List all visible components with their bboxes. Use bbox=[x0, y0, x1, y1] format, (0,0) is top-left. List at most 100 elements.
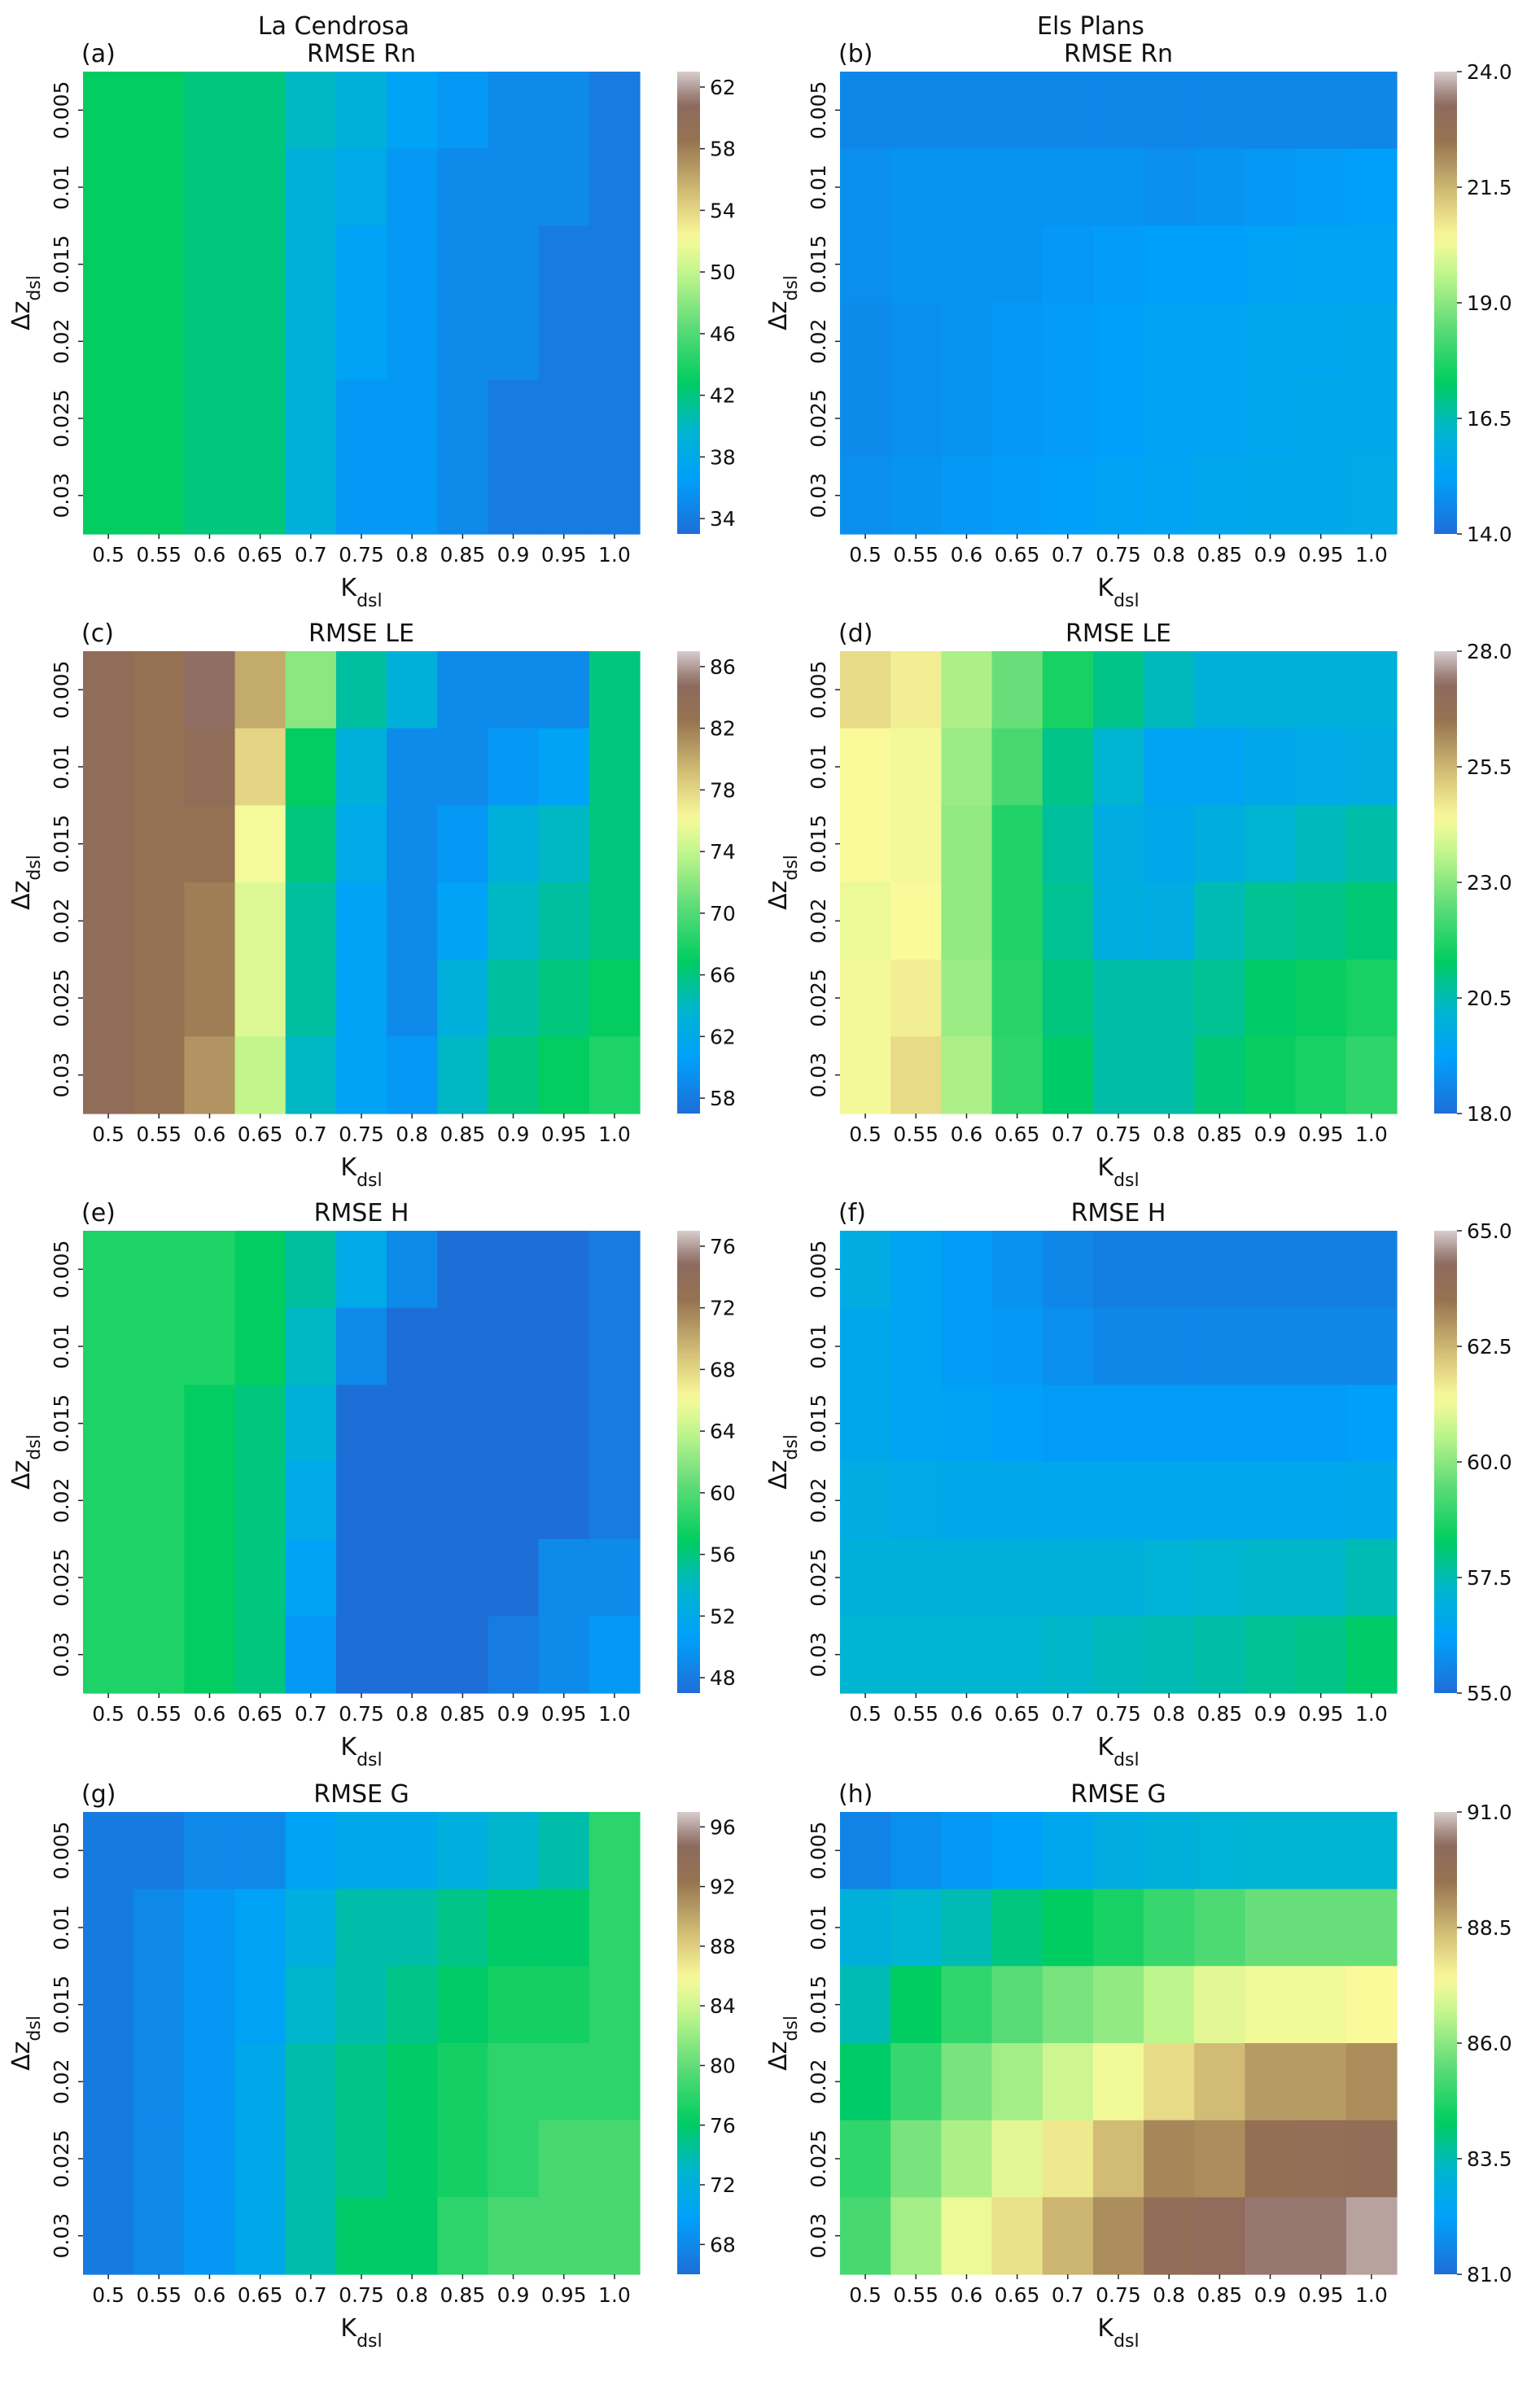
x-tick-label: 0.75 bbox=[1096, 543, 1141, 567]
x-tick-label: 0.6 bbox=[194, 543, 226, 567]
heatmap-cell bbox=[538, 805, 590, 883]
heatmap-cell bbox=[387, 1538, 438, 1617]
heatmap-cell bbox=[133, 2197, 185, 2275]
heatmap-cell bbox=[387, 728, 438, 806]
heatmap-cell bbox=[488, 2120, 540, 2198]
heatmap-cell bbox=[234, 805, 287, 883]
heatmap-cell bbox=[890, 1812, 942, 1890]
heatmap-cell bbox=[335, 1231, 387, 1309]
heatmap-cell bbox=[1144, 1538, 1195, 1617]
x-axis-label: Kdsl bbox=[340, 1733, 382, 1770]
heatmap-cell bbox=[991, 72, 1043, 150]
heatmap-cell bbox=[1245, 1616, 1297, 1694]
heatmap-cell bbox=[335, 882, 387, 961]
y-tick-label: 0.015 bbox=[807, 235, 830, 294]
heatmap-cell bbox=[538, 1888, 590, 1967]
heatmap-cell bbox=[133, 1966, 185, 2044]
heatmap-cell bbox=[538, 1307, 590, 1385]
heatmap-cell bbox=[1295, 303, 1347, 381]
heatmap-cell bbox=[1245, 651, 1297, 729]
heatmap-cell bbox=[840, 1036, 891, 1114]
heatmap-cell bbox=[335, 148, 387, 226]
heatmap-cell bbox=[1295, 225, 1347, 304]
heatmap-cell bbox=[1144, 728, 1195, 806]
y-tick-label: 0.025 bbox=[807, 2129, 830, 2188]
heatmap-cell bbox=[890, 2043, 942, 2121]
heatmap-cell bbox=[437, 1966, 489, 2044]
heatmap-cell bbox=[991, 1231, 1043, 1309]
colorbar-tick-label: 70 bbox=[710, 902, 736, 926]
colorbar-tick-label: 96 bbox=[710, 1815, 736, 1839]
heatmap-cell bbox=[488, 805, 540, 883]
y-tick-label: 0.025 bbox=[50, 2129, 73, 2188]
heatmap-cell bbox=[840, 882, 891, 961]
heatmap-cell bbox=[488, 1812, 540, 1890]
heatmap-cell bbox=[890, 805, 942, 883]
colorbar-tick-label: 72 bbox=[710, 1297, 736, 1320]
heatmap-cell bbox=[234, 379, 287, 457]
y-tick-label: 0.02 bbox=[50, 1477, 73, 1523]
heatmap-cell bbox=[1144, 1812, 1195, 1890]
heatmap-cell bbox=[890, 1966, 942, 2044]
panel-letter: (d) bbox=[838, 619, 873, 648]
heatmap-cell bbox=[488, 1385, 540, 1463]
heatmap-cell bbox=[1194, 1538, 1246, 1617]
x-tick-label: 0.8 bbox=[396, 543, 428, 567]
heatmap-cell bbox=[133, 1888, 185, 1967]
heatmap-cell bbox=[1345, 1036, 1398, 1114]
heatmap-cell bbox=[387, 2120, 438, 2198]
heatmap-cell bbox=[387, 805, 438, 883]
heatmap-cell bbox=[335, 2197, 387, 2275]
y-tick-label: 0.02 bbox=[807, 2059, 830, 2104]
heatmap-cell bbox=[1245, 1462, 1297, 1540]
heatmap-cell bbox=[437, 1385, 489, 1463]
heatmap-cell bbox=[387, 651, 438, 729]
y-tick-label: 0.015 bbox=[50, 1976, 73, 2034]
heatmap-cell bbox=[1144, 1307, 1195, 1385]
heatmap-cell bbox=[840, 303, 891, 381]
heatmap-cell bbox=[890, 1538, 942, 1617]
heatmap-cell bbox=[1144, 379, 1195, 457]
panel-letter: (c) bbox=[81, 619, 114, 648]
heatmap-cell bbox=[941, 1307, 993, 1385]
heatmap-cell bbox=[588, 1385, 641, 1463]
heatmap-cell bbox=[335, 1307, 387, 1385]
heatmap-cell bbox=[1245, 1231, 1297, 1309]
x-tick-label: 0.7 bbox=[295, 1122, 327, 1146]
x-tick-label: 0.9 bbox=[1254, 543, 1287, 567]
heatmap-cell bbox=[488, 1538, 540, 1617]
heatmap-cell bbox=[1042, 1385, 1094, 1463]
heatmap-cell bbox=[1245, 1538, 1297, 1617]
heatmap-cell bbox=[840, 72, 891, 150]
colorbar bbox=[677, 72, 700, 534]
heatmap-cell bbox=[387, 882, 438, 961]
heatmap-cell bbox=[285, 1036, 337, 1114]
heatmap-cell bbox=[588, 1888, 641, 1967]
heatmap-cell bbox=[991, 882, 1043, 961]
x-tick-label: 1.0 bbox=[598, 2283, 631, 2307]
heatmap-cell bbox=[1345, 1385, 1398, 1463]
colorbar-tick-label: 86.0 bbox=[1467, 2032, 1512, 2055]
heatmap-cell bbox=[83, 1538, 134, 1617]
heatmap-cell bbox=[83, 651, 134, 729]
x-axis-label: Kdsl bbox=[1097, 2314, 1139, 2352]
y-tick-label: 0.015 bbox=[807, 1976, 830, 2034]
colorbar-tick-label: 88 bbox=[710, 1935, 736, 1958]
x-tick-label: 0.55 bbox=[893, 1122, 938, 1146]
heatmap-cell bbox=[588, 1966, 641, 2044]
heatmap-cell bbox=[1345, 1538, 1398, 1617]
heatmap-cell bbox=[941, 1812, 993, 1890]
heatmap-cell bbox=[133, 457, 185, 535]
heatmap-cell bbox=[1295, 379, 1347, 457]
heatmap-cell bbox=[991, 651, 1043, 729]
x-axis-label: Kdsl bbox=[1097, 1733, 1139, 1770]
x-tick-label: 0.75 bbox=[1096, 1122, 1141, 1146]
heatmap-cell bbox=[1345, 303, 1398, 381]
x-tick-label: 0.95 bbox=[1298, 543, 1344, 567]
y-axis-label: Δzdsl bbox=[7, 1434, 45, 1490]
y-tick-label: 0.005 bbox=[50, 1241, 73, 1299]
x-tick-label: 0.65 bbox=[238, 1122, 283, 1146]
x-tick-label: 0.95 bbox=[541, 2283, 587, 2307]
heatmap-cell bbox=[1092, 1616, 1144, 1694]
heatmap-cell bbox=[1295, 2197, 1347, 2275]
